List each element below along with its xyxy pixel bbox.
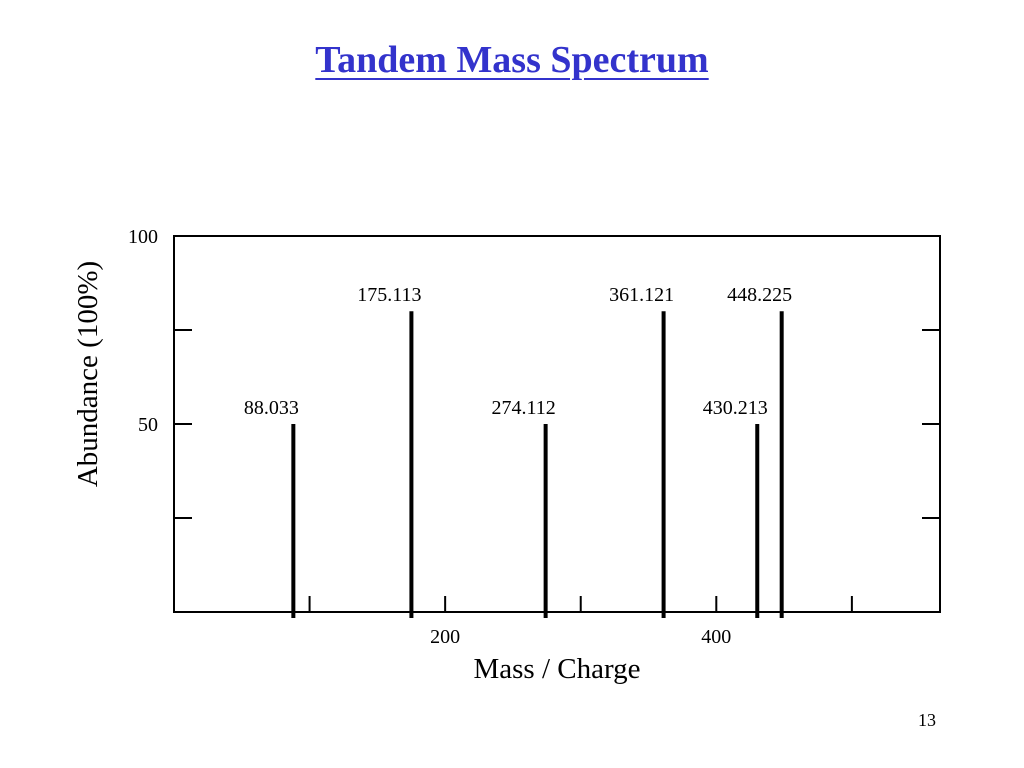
peak-label: 175.113 — [357, 284, 421, 306]
y-tick-label: 100 — [128, 226, 158, 248]
page-number: 13 — [918, 710, 936, 730]
peak-label: 274.112 — [491, 397, 555, 419]
peak-label: 430.213 — [703, 397, 768, 419]
peak-label: 448.225 — [727, 284, 792, 306]
peak-label: 361.121 — [609, 284, 674, 306]
x-tick-label: 400 — [701, 626, 731, 648]
peak-label: 88.033 — [244, 397, 299, 419]
y-axis-label: Abundance (100%) — [72, 261, 104, 487]
x-axis-label: Mass / Charge — [473, 653, 640, 685]
y-tick-label: 50 — [138, 414, 158, 436]
x-tick-label: 200 — [430, 626, 460, 648]
slide-title: Tandem Mass Spectrum — [0, 38, 1024, 82]
plot-frame — [173, 235, 941, 613]
slide-title-text: Tandem Mass Spectrum — [315, 39, 709, 81]
